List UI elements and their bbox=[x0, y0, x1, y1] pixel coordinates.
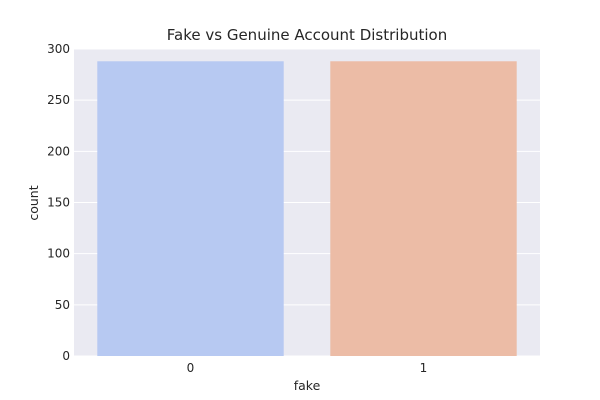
bar-1 bbox=[330, 61, 517, 356]
x-axis-label: fake bbox=[294, 378, 321, 393]
y-tick-label: 50 bbox=[55, 298, 70, 312]
y-tick-label: 250 bbox=[47, 93, 70, 107]
y-axis-label: count bbox=[26, 185, 41, 220]
y-tick-label: 0 bbox=[62, 349, 70, 363]
x-tick-label: 0 bbox=[187, 361, 195, 375]
y-tick-label: 300 bbox=[47, 42, 70, 56]
x-tick-label: 1 bbox=[420, 361, 428, 375]
y-tick-label: 150 bbox=[47, 196, 70, 210]
y-tick-label: 100 bbox=[47, 247, 70, 261]
y-tick-label: 200 bbox=[47, 144, 70, 158]
bar-0 bbox=[97, 61, 284, 356]
chart-title: Fake vs Genuine Account Distribution bbox=[167, 26, 447, 44]
y-axis-ticks: 0 50 100 150 200 250 300 bbox=[47, 42, 70, 363]
bars bbox=[97, 61, 517, 356]
